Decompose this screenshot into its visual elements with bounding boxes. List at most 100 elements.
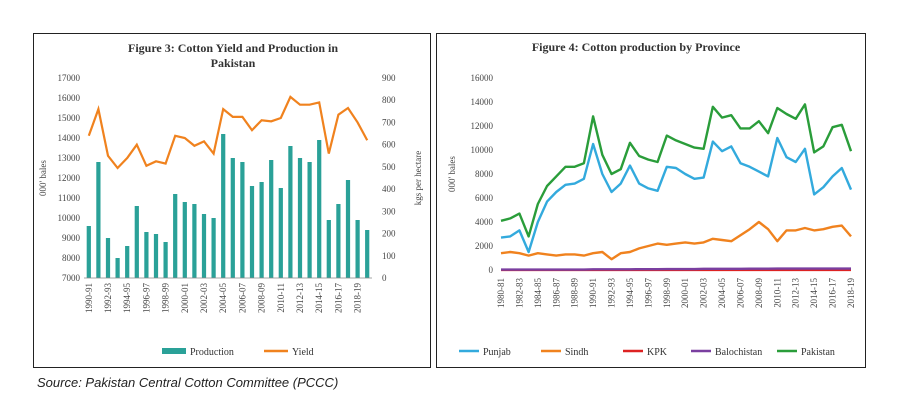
figure-4-x-tick-label: 1984-85 bbox=[533, 278, 543, 308]
figure-3-right-tick-label: 900 bbox=[382, 73, 396, 83]
figure-3-x-tick-label: 1990-91 bbox=[84, 283, 94, 313]
figure-3-title-line2: Pakistan bbox=[211, 56, 256, 70]
figure-3-right-tick-label: 500 bbox=[382, 162, 396, 172]
figure-3-yield-line bbox=[87, 95, 369, 170]
figure-3-x-tick-label: 1994-95 bbox=[122, 283, 132, 313]
figure-4-x-tick-label: 1982-83 bbox=[514, 278, 524, 308]
figure-3-left-tick-label: 13000 bbox=[58, 153, 81, 163]
figure-3-production-bar bbox=[326, 220, 331, 278]
figure-3-left-axis-label: 000' bales bbox=[38, 160, 48, 196]
figure-4-legend-label-pakistan: Pakistan bbox=[801, 347, 835, 358]
figure-3-x-tick-label: 2006-07 bbox=[237, 283, 247, 313]
figure-3-left-tick-label: 11000 bbox=[58, 193, 81, 203]
figure-4-y-axis-label: 000' bales bbox=[447, 156, 457, 192]
figure-3-production-bar bbox=[355, 220, 360, 278]
figure-4-x-tick-label: 1992-93 bbox=[607, 278, 617, 308]
figure-3-x-tick-label: 1998-99 bbox=[161, 283, 171, 313]
figure-3-x-tick-label: 1992-93 bbox=[103, 283, 113, 313]
figure-3-right-tick-label: 400 bbox=[382, 184, 396, 194]
figure-3-production-bar bbox=[365, 230, 370, 278]
figure-4-y-tick-label: 14000 bbox=[471, 97, 494, 107]
figure-3-legend-production-swatch bbox=[162, 348, 186, 354]
figure-3-production-bar bbox=[345, 180, 351, 278]
figure-3-production-bar bbox=[105, 238, 111, 278]
figure-4-x-tick-label: 2002-03 bbox=[699, 278, 709, 308]
figure-3-legend-production-label: Production bbox=[190, 347, 234, 358]
figure-3-production-bar bbox=[317, 140, 322, 278]
figure-3-legend-yield-label: Yield bbox=[292, 347, 314, 358]
figure-4-legend-label-punjab: Punjab bbox=[483, 347, 511, 358]
figure-3-production-bar bbox=[307, 162, 312, 278]
figure-3-production-bar bbox=[134, 206, 139, 278]
figure-4-y-tick-label: 16000 bbox=[471, 73, 494, 83]
figure-3-left-tick-label: 12000 bbox=[58, 173, 81, 183]
figure-3-left-tick-label: 17000 bbox=[58, 73, 81, 83]
figure-4-legend-label-balochistan: Balochistan bbox=[715, 347, 762, 358]
figure-3-x-tick-label: 2016-17 bbox=[333, 283, 343, 313]
figure-3-x-tick-label: 2014-15 bbox=[314, 283, 324, 313]
figure-4-x-tick-label: 1998-99 bbox=[662, 278, 672, 308]
figure-3-production-bar bbox=[144, 232, 149, 278]
figure-3-right-tick-label: 300 bbox=[382, 206, 396, 216]
figure-4-y-tick-label: 10000 bbox=[471, 145, 494, 155]
figure-3-production-bar bbox=[297, 158, 303, 278]
figure-3-right-tick-label: 800 bbox=[382, 95, 396, 105]
figure-3-left-tick-label: 9000 bbox=[62, 233, 81, 243]
figure-3-right-tick-label: 200 bbox=[382, 229, 396, 239]
figure-3-production-bar bbox=[96, 162, 101, 278]
figure-4-legend-label-sindh: Sindh bbox=[565, 347, 588, 358]
figure-3-panel: Figure 3: Cotton Yield and Production in… bbox=[33, 33, 431, 368]
figure-4-y-tick-label: 4000 bbox=[475, 217, 494, 227]
figure-3-left-tick-label: 10000 bbox=[58, 213, 81, 223]
figure-4-panel: Figure 4: Cotton production by Province 0… bbox=[436, 33, 866, 368]
figure-4-x-tick-label: 2012-13 bbox=[791, 278, 801, 308]
figure-3-x-tick-label: 2008-09 bbox=[257, 283, 267, 313]
figure-4-x-tick-label: 2000-01 bbox=[680, 278, 690, 308]
figure-3-production-bar bbox=[125, 246, 130, 278]
figure-3-production-bar bbox=[259, 182, 264, 278]
figure-4-y-tick-label: 8000 bbox=[475, 169, 494, 179]
figure-3-production-bar bbox=[211, 218, 216, 278]
figure-4-title: Figure 4: Cotton production by Province bbox=[532, 40, 741, 54]
figure-4-x-tick-label: 2018-19 bbox=[846, 278, 856, 308]
figure-3-production-bar bbox=[192, 204, 197, 278]
figure-3-right-tick-label: 100 bbox=[382, 251, 396, 261]
figure-4-x-tick-label: 1986-87 bbox=[551, 278, 561, 308]
figure-3-left-tick-label: 8000 bbox=[62, 253, 81, 263]
figure-4-x-tick-label: 2010-11 bbox=[772, 278, 782, 308]
figure-3-production-bar bbox=[336, 204, 341, 278]
figure-4-series-line-balochistan bbox=[501, 267, 851, 271]
figure-3-chart: Figure 3: Cotton Yield and Production in… bbox=[38, 41, 423, 358]
figure-3-x-tick-label: 2012-13 bbox=[295, 283, 305, 313]
figure-4-series-line-punjab bbox=[500, 136, 853, 254]
figure-3-x-tick-label: 2000-01 bbox=[180, 283, 190, 313]
figure-4-y-tick-label: 0 bbox=[489, 265, 494, 275]
figure-4-x-tick-label: 2014-15 bbox=[809, 278, 819, 308]
figure-4-legend-label-kpk: KPK bbox=[647, 347, 668, 358]
figure-3-x-tick-label: 2010-11 bbox=[276, 283, 286, 313]
figure-3-x-tick-label: 2004-05 bbox=[218, 283, 228, 313]
figure-4-x-tick-label: 2016-17 bbox=[828, 278, 838, 308]
figure-4-x-tick-label: 1980-81 bbox=[496, 278, 506, 308]
figure-3-production-bar bbox=[288, 146, 293, 278]
figure-3-right-axis-label: kgs per hectare bbox=[413, 151, 423, 205]
figure-4-series-line-sindh bbox=[500, 220, 852, 261]
figure-3-production-bar bbox=[249, 186, 255, 278]
figure-4-x-tick-label: 1988-89 bbox=[570, 278, 580, 308]
figure-4-x-tick-label: 2004-05 bbox=[717, 278, 727, 308]
figure-3-left-tick-label: 14000 bbox=[58, 133, 81, 143]
figure-3-x-tick-label: 2018-19 bbox=[353, 283, 363, 313]
figure-3-production-bar bbox=[240, 162, 245, 278]
figure-4-series-line-pakistan bbox=[500, 103, 853, 238]
figure-4-x-tick-label: 1994-95 bbox=[625, 278, 635, 308]
figure-3-right-tick-label: 700 bbox=[382, 117, 396, 127]
source-note: Source: Pakistan Central Cotton Committe… bbox=[37, 375, 339, 390]
figure-3-title-line1: Figure 3: Cotton Yield and Production in bbox=[128, 41, 338, 55]
figure-3-production-bar bbox=[230, 158, 235, 278]
figure-4-y-tick-label: 12000 bbox=[471, 121, 494, 131]
figure-3-production-bar bbox=[182, 202, 187, 278]
figure-3-right-tick-label: 0 bbox=[382, 273, 387, 283]
figure-3-production-bar bbox=[278, 188, 283, 278]
figure-3-production-bar bbox=[163, 242, 168, 278]
figure-3-left-tick-label: 15000 bbox=[58, 113, 81, 123]
